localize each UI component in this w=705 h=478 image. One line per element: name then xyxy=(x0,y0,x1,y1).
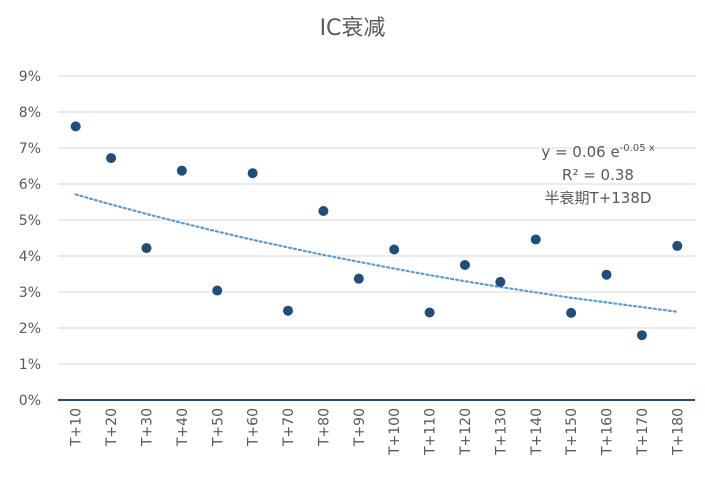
data-point xyxy=(601,269,612,280)
y-tick-label: 2% xyxy=(19,321,41,337)
x-tick-label: T+60 xyxy=(246,408,262,447)
data-point xyxy=(495,276,506,287)
y-tick-label: 5% xyxy=(19,213,41,229)
data-point xyxy=(459,260,470,270)
x-tick-label: T+20 xyxy=(104,408,120,447)
chart-title: IC衰减 xyxy=(319,16,386,41)
x-tick-label: T+150 xyxy=(564,408,580,456)
y-tick-label: 7% xyxy=(19,141,41,157)
y-tick-label: 1% xyxy=(19,357,41,373)
trendline-group xyxy=(74,193,679,313)
data-point xyxy=(70,121,81,132)
data-point xyxy=(141,243,152,254)
data-point xyxy=(636,330,647,341)
x-tick-label: T+10 xyxy=(69,408,85,447)
y-tick-label: 4% xyxy=(19,249,41,265)
trendline xyxy=(74,193,679,313)
x-tick-label: T+90 xyxy=(352,408,368,447)
x-tick-label: T+180 xyxy=(670,408,686,456)
x-tick-label: T+80 xyxy=(316,408,332,447)
data-point xyxy=(283,305,294,316)
data-point xyxy=(353,273,364,284)
data-point xyxy=(672,240,683,251)
x-tick-label: T+50 xyxy=(210,408,226,447)
data-point xyxy=(176,165,187,176)
y-axis-ticks: 0% 1% 2% 3% 4% 5% 6% 7% 8% 9% xyxy=(19,69,41,409)
data-point xyxy=(318,206,329,216)
y-tick-label: 8% xyxy=(19,105,41,121)
y-tick-label: 0% xyxy=(19,393,41,409)
data-point xyxy=(212,285,223,296)
trendline-r-squared: R² = 0.38 xyxy=(562,166,634,184)
x-tick-label: T+130 xyxy=(493,408,509,456)
x-tick-label: T+170 xyxy=(635,408,651,456)
trendline-equation-base: y = 0.06 e xyxy=(541,143,619,161)
trendline-equation-exponent: -0.05 x xyxy=(620,143,655,154)
data-point xyxy=(530,234,541,245)
x-tick-label: T+110 xyxy=(423,408,439,456)
x-tick-label: T+70 xyxy=(281,408,297,447)
x-tick-label: T+160 xyxy=(600,408,616,456)
y-tick-label: 9% xyxy=(19,69,41,85)
x-tick-label: T+30 xyxy=(139,408,155,447)
x-tick-label: T+40 xyxy=(175,408,191,447)
trendline-equation: y = 0.06 e-0.05 x xyxy=(541,143,654,161)
data-point xyxy=(247,168,258,179)
gridlines xyxy=(58,75,695,401)
data-point xyxy=(424,307,435,318)
data-point xyxy=(389,244,400,255)
x-tick-label: T+140 xyxy=(529,408,545,456)
data-point xyxy=(566,307,577,318)
x-tick-label: T+100 xyxy=(387,408,403,456)
data-points xyxy=(70,121,683,341)
trendline-annotation: y = 0.06 e-0.05 x R² = 0.38 半衰期T+138D xyxy=(541,143,654,207)
y-tick-label: 3% xyxy=(19,285,41,301)
x-tick-label: T+120 xyxy=(458,408,474,456)
data-point xyxy=(106,153,117,164)
y-tick-label: 6% xyxy=(19,177,41,193)
half-life-label: 半衰期T+138D xyxy=(545,189,652,207)
x-axis-ticks: T+10 T+20 T+30 T+40 T+50 T+60 T+70 T+80 T+90 T+10… xyxy=(69,408,687,456)
